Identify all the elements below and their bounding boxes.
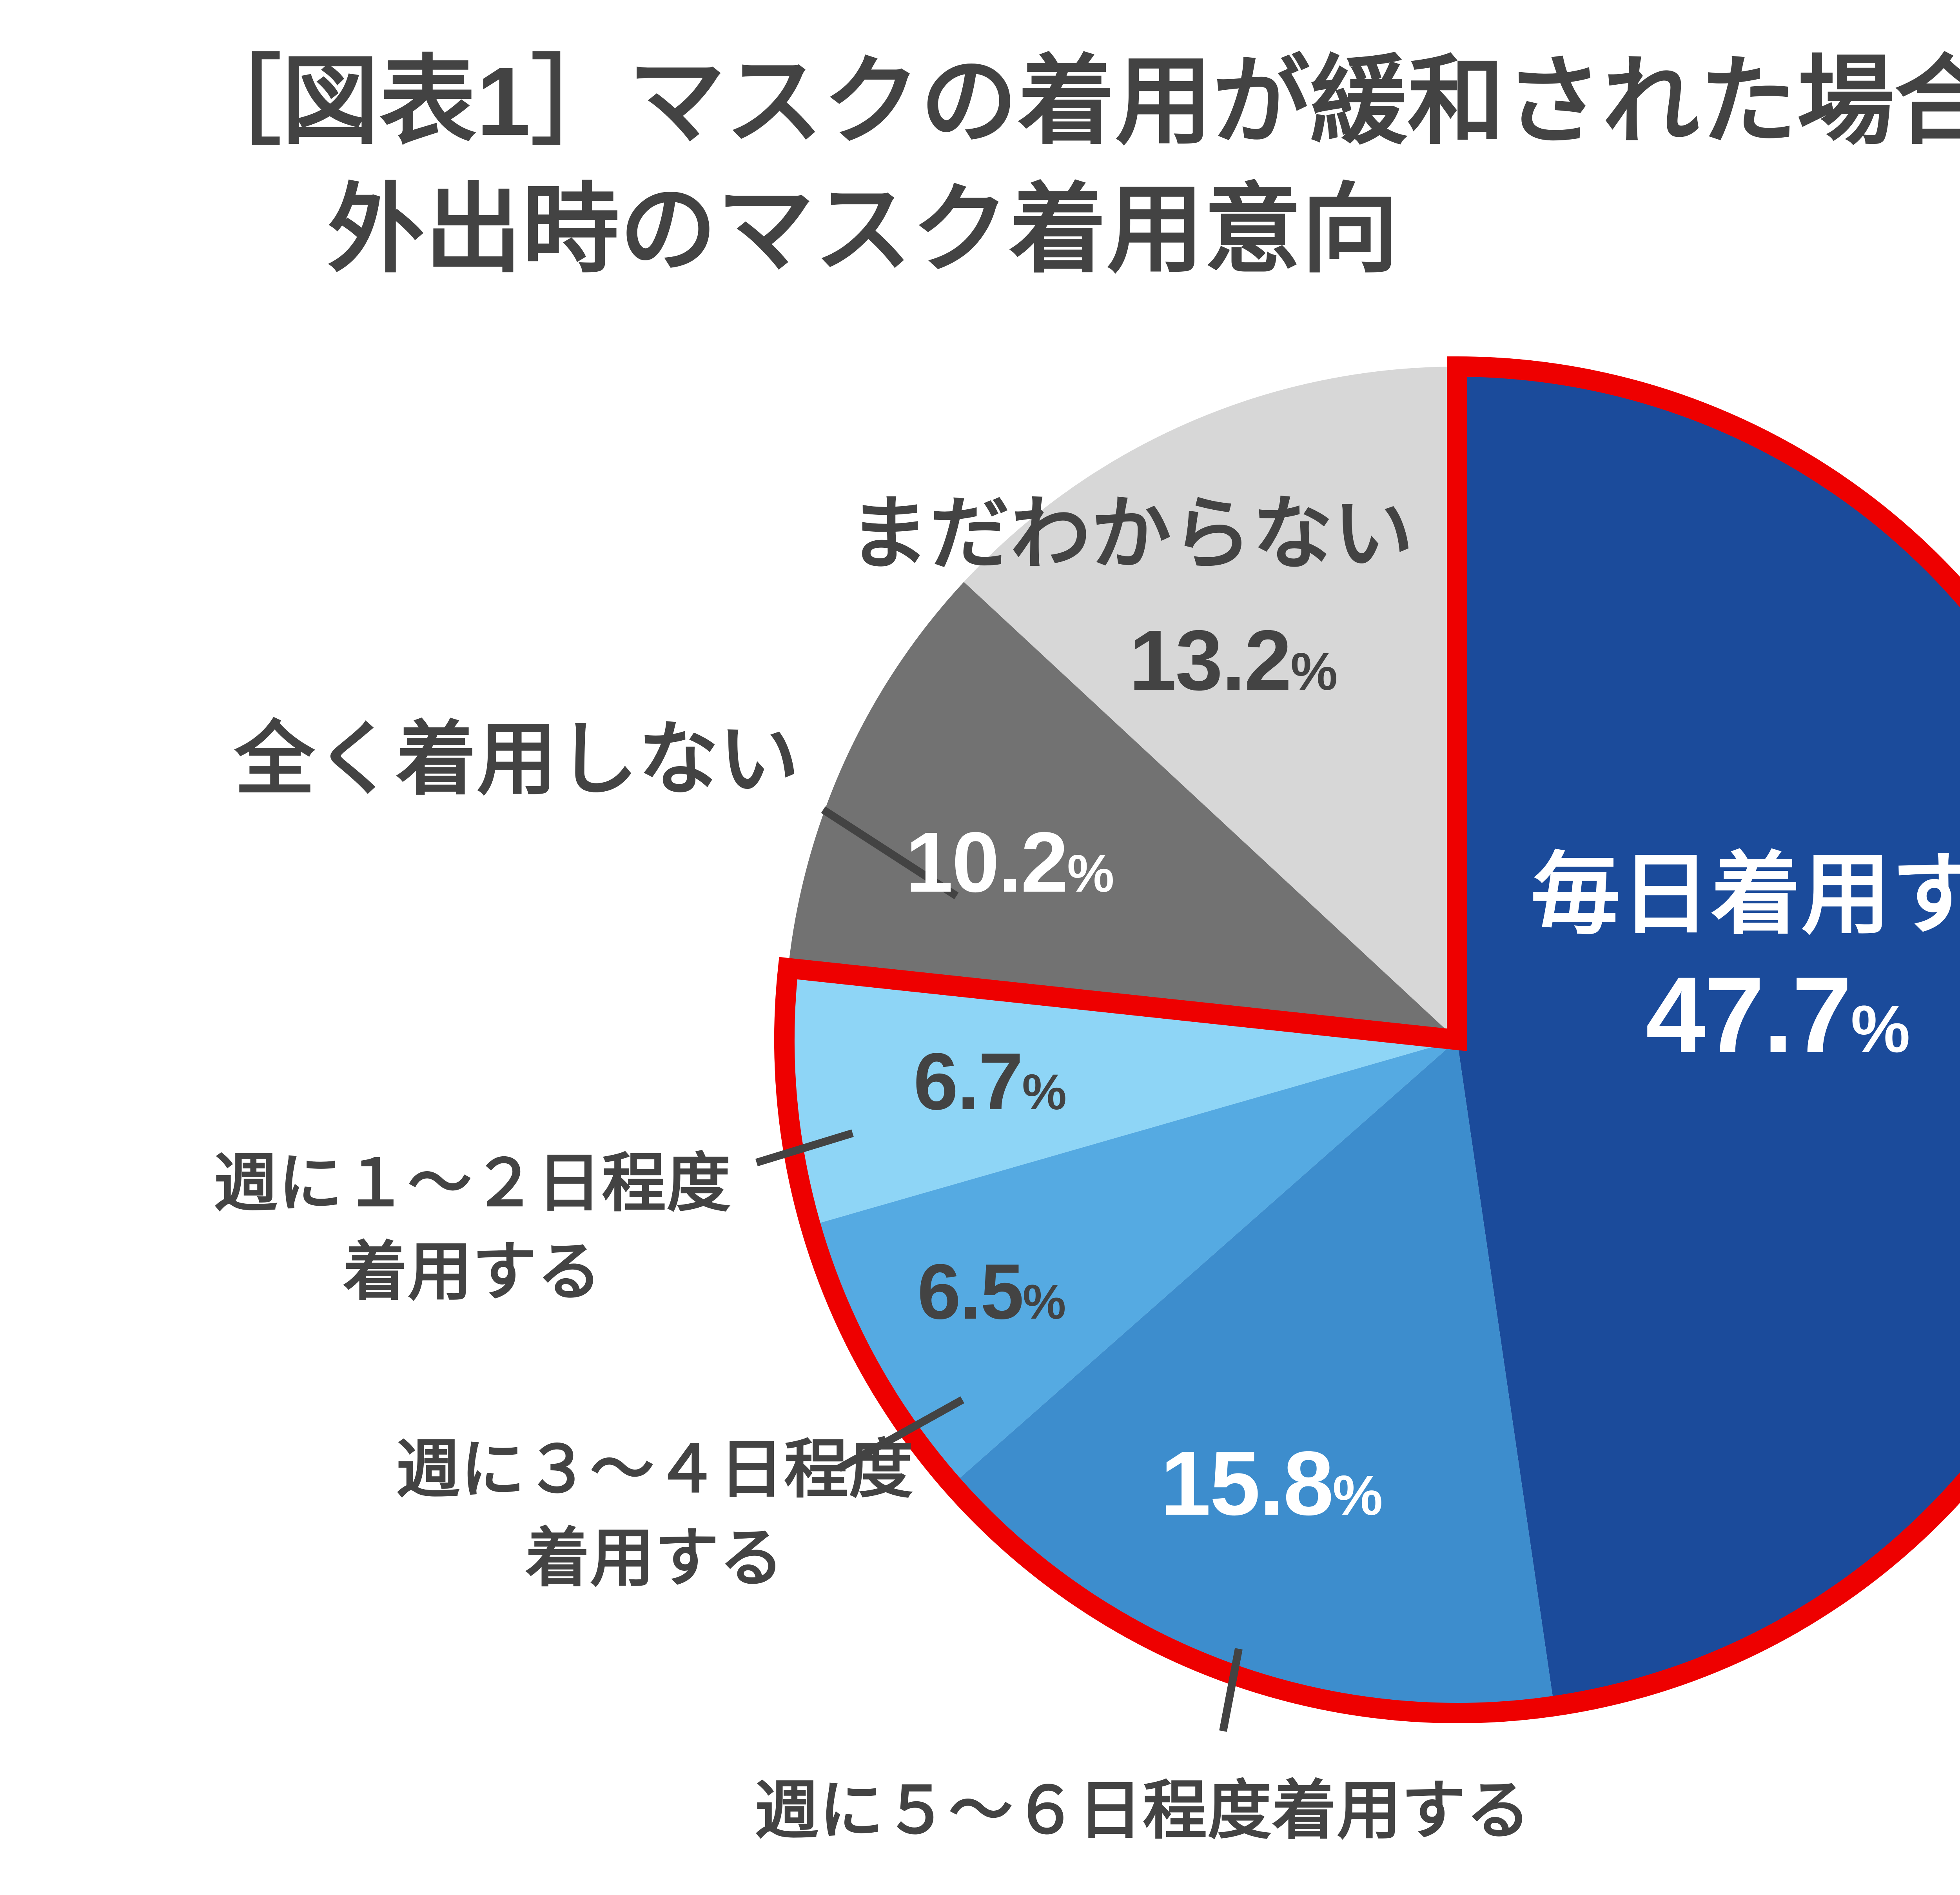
- pie-slice-five-six[interactable]: [952, 1040, 1554, 1713]
- slice-value-three-four: 6.5%: [917, 1247, 1066, 1337]
- slice-name-one-two-line-2: 着用する: [343, 1236, 602, 1308]
- slice-value-number-unknown: 13.2: [1129, 613, 1292, 708]
- slice-value-number-three-four: 6.5: [917, 1248, 1024, 1335]
- percent-sign-three-four: %: [1023, 1275, 1066, 1329]
- percent-sign-never: %: [1067, 844, 1114, 903]
- pie-slice-three-four[interactable]: [817, 1040, 1457, 1485]
- slice-value-number-daily: 47.7: [1646, 955, 1852, 1076]
- pie-slice-unknown[interactable]: [964, 367, 1457, 1040]
- slice-label-daily-name: 毎日着用する: [1531, 845, 1960, 945]
- pie-slice-daily[interactable]: [1457, 367, 1960, 1706]
- pie-slice-never[interactable]: [788, 582, 1457, 1040]
- slice-name-three-four: 週に３～４日程度 着用する: [365, 1425, 945, 1603]
- slice-value-never: 10.2%: [906, 814, 1114, 912]
- slice-name-one-two: 週に１～２日程度 着用する: [182, 1139, 762, 1317]
- slice-name-five-six: 週に５～６日程度着用する: [755, 1775, 1531, 1846]
- slice-value-number-never: 10.2: [906, 815, 1068, 910]
- slice-name-never: 全く着用しない: [234, 714, 800, 804]
- slice-label-daily-value: 47.7%: [1531, 945, 1960, 1085]
- title-line-1: ［図表1］マスクの着用が緩和された場合における、: [184, 47, 1960, 156]
- leader-line-never: [821, 806, 959, 899]
- slice-value-five-six: 15.8%: [1160, 1431, 1383, 1536]
- percent-sign-daily: %: [1851, 992, 1910, 1067]
- percent-sign-unknown: %: [1290, 642, 1338, 701]
- percent-sign-five-six: %: [1332, 1464, 1383, 1527]
- leader-line-five-six: [1219, 1648, 1243, 1732]
- title-line-2: 外出時のマスク着用意向: [327, 175, 1399, 284]
- leader-line-one-two: [755, 1129, 854, 1166]
- slice-name-three-four-line-1: 週に３～４日程度: [396, 1434, 913, 1505]
- slice-name-one-two-line-1: 週に１～２日程度: [213, 1147, 731, 1219]
- slice-name-three-four-line-2: 着用する: [525, 1522, 784, 1594]
- slice-label-daily: 毎日着用する 47.7%: [1531, 845, 1960, 1085]
- slice-value-unknown: 13.2%: [1129, 612, 1338, 710]
- slice-value-one-two: 6.7%: [913, 1035, 1067, 1128]
- percent-sign-one-two: %: [1022, 1064, 1067, 1120]
- page-title: ［図表1］マスクの着用が緩和された場合における、 外出時のマスク着用意向: [184, 37, 1960, 294]
- highlight-outline: [774, 356, 1960, 1723]
- slice-name-unknown: まだわからない: [849, 489, 1414, 579]
- leader-line-three-four: [837, 1396, 964, 1472]
- slice-value-number-one-two: 6.7: [913, 1036, 1023, 1126]
- slice-value-number-five-six: 15.8: [1160, 1433, 1334, 1534]
